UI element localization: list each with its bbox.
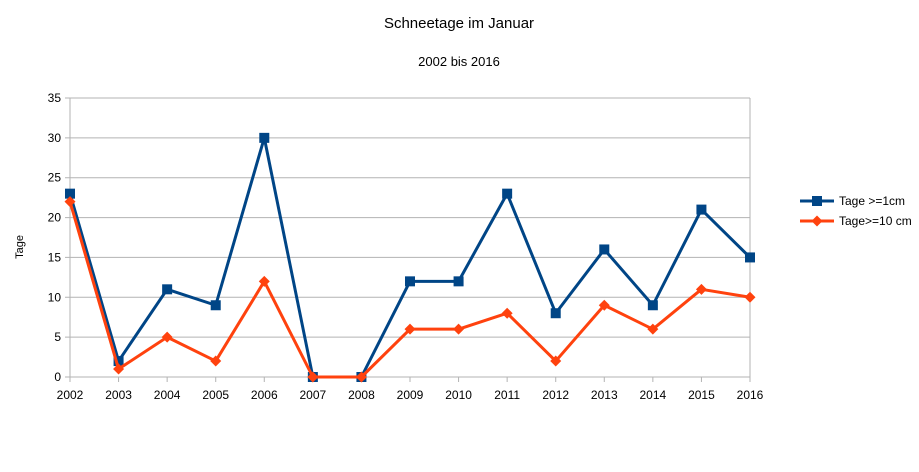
x-tick-label: 2003 bbox=[105, 388, 132, 402]
data-point bbox=[695, 283, 707, 295]
data-point bbox=[405, 276, 415, 287]
x-tick-label: 2010 bbox=[445, 388, 472, 402]
data-point bbox=[355, 371, 367, 383]
x-tick-label: 2005 bbox=[202, 388, 229, 402]
data-point bbox=[65, 188, 75, 199]
legend-item: Tage >=1cm bbox=[800, 194, 905, 208]
chart-title: Schneetage im Januar bbox=[384, 15, 534, 32]
data-point bbox=[647, 300, 658, 311]
x-tick-label: 2014 bbox=[640, 388, 667, 402]
y-axis-label: Tage bbox=[14, 235, 26, 259]
data-point bbox=[210, 300, 221, 311]
data-point bbox=[113, 356, 124, 367]
data-point bbox=[550, 355, 562, 367]
legend-label: Tage >=1cm bbox=[839, 194, 905, 208]
data-point bbox=[744, 291, 756, 303]
y-tick-label: 0 bbox=[54, 370, 61, 384]
x-tick-label: 2012 bbox=[542, 388, 569, 402]
x-tick-label: 2007 bbox=[300, 388, 327, 402]
legend-marker bbox=[812, 196, 822, 206]
data-point bbox=[258, 275, 270, 287]
grid bbox=[65, 97, 751, 378]
data-point bbox=[113, 363, 125, 375]
y-tick-label: 20 bbox=[48, 211, 62, 225]
legend: Tage >=1cm Tage>=10 cm bbox=[800, 194, 912, 228]
data-point bbox=[696, 204, 707, 215]
y-tick-label: 10 bbox=[48, 290, 62, 304]
data-point bbox=[599, 244, 610, 255]
legend-item: Tage>=10 cm bbox=[800, 214, 912, 228]
data-point bbox=[598, 299, 610, 311]
data-point bbox=[307, 371, 319, 383]
data-point bbox=[161, 331, 173, 343]
data-point bbox=[647, 323, 659, 335]
axes: 0 5 10 15 20 25 30 35 2002 2003 2004 2005 2006 2007 20… bbox=[48, 91, 764, 402]
x-tick-label: 2015 bbox=[688, 388, 715, 402]
data-point bbox=[453, 276, 464, 287]
y-tick-label: 35 bbox=[48, 91, 62, 105]
data-point bbox=[550, 308, 561, 319]
data-point bbox=[745, 252, 755, 263]
y-tick-label: 30 bbox=[48, 131, 62, 145]
data-point bbox=[502, 188, 513, 199]
x-tick-label: 2006 bbox=[251, 388, 278, 402]
x-tick-label: 2011 bbox=[494, 388, 520, 402]
data-point bbox=[404, 323, 416, 335]
series-2 bbox=[64, 196, 756, 383]
data-point bbox=[210, 355, 222, 367]
x-tick-label: 2016 bbox=[737, 388, 764, 402]
data-point bbox=[453, 323, 465, 335]
data-point bbox=[162, 284, 173, 295]
data-point bbox=[259, 132, 270, 143]
chart-subtitle: 2002 bis 2016 bbox=[418, 54, 500, 69]
legend-label: Tage>=10 cm bbox=[839, 214, 912, 228]
data-point bbox=[501, 307, 513, 319]
y-tick-label: 25 bbox=[48, 171, 62, 185]
x-tick-label: 2008 bbox=[348, 388, 375, 402]
data-point bbox=[64, 196, 76, 208]
x-tick-label: 2009 bbox=[397, 388, 424, 402]
legend-marker bbox=[811, 215, 823, 227]
y-tick-label: 5 bbox=[54, 330, 61, 344]
x-tick-label: 2013 bbox=[591, 388, 618, 402]
x-tick-label: 2002 bbox=[57, 388, 84, 402]
x-tick-label: 2004 bbox=[154, 388, 181, 402]
y-tick-label: 15 bbox=[48, 250, 62, 264]
plot-area bbox=[64, 132, 756, 383]
